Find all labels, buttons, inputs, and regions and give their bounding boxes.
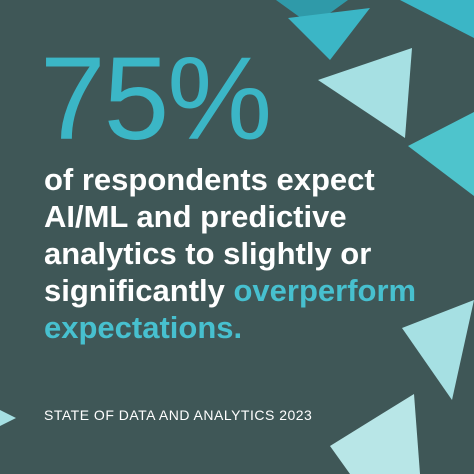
triangle-shape	[402, 300, 474, 400]
triangle-shape	[288, 8, 370, 60]
stat-value: 75%	[40, 33, 272, 165]
headline-highlight: expectations.	[44, 310, 243, 345]
headline-highlight: overperform	[233, 273, 417, 308]
headline-line: AI/ML and predictive	[44, 199, 347, 234]
headline-line: of respondents expect	[44, 162, 375, 197]
headline-line: analytics to slightly or	[44, 236, 372, 271]
headline-line: significantly overperform	[44, 272, 417, 309]
headline-text: significantly	[44, 273, 234, 308]
triangle-shape	[276, 0, 348, 26]
triangle-shape	[0, 410, 16, 426]
triangle-shape	[330, 394, 420, 474]
triangle-shape	[400, 0, 474, 38]
triangle-shape	[408, 112, 474, 196]
triangle-shape	[318, 48, 412, 138]
source-caption: STATE OF DATA AND ANALYTICS 2023	[44, 407, 313, 423]
headline: of respondents expect AI/ML and predicti…	[44, 161, 417, 346]
